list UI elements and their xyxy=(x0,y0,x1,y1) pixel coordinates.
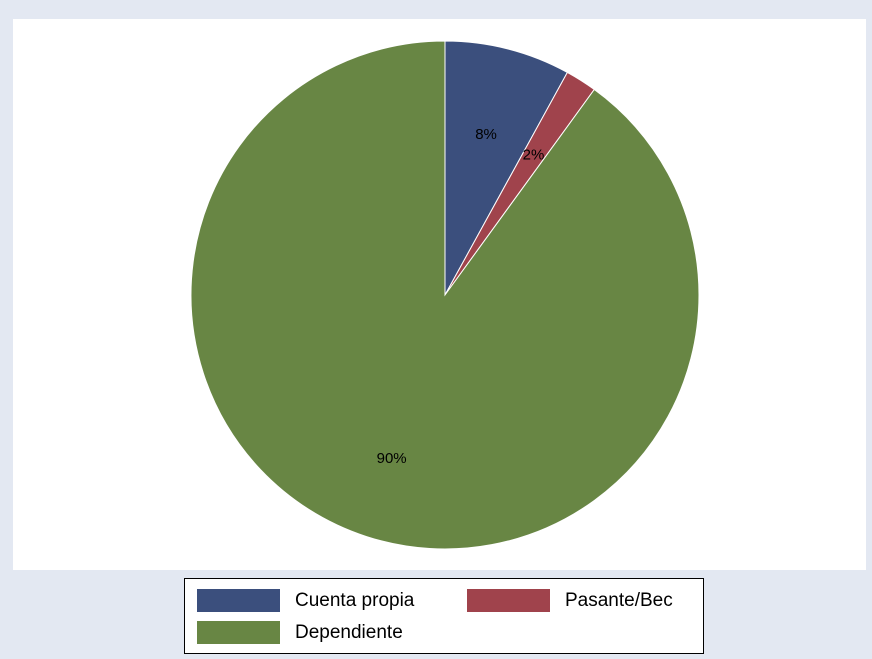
slice-label-dependiente: 90% xyxy=(377,450,407,467)
legend-swatch-cuenta-propia xyxy=(197,589,280,612)
plot-region: 8% 2% 90% xyxy=(13,19,866,570)
legend-label-dependiente: Dependiente xyxy=(295,621,403,643)
legend-swatch-dependiente xyxy=(197,621,280,644)
slice-label-cuenta-propia: 8% xyxy=(475,126,497,143)
pie-slice-dependiente xyxy=(190,40,700,550)
legend-item-cuenta-propia: Cuenta propia xyxy=(197,589,414,612)
pie-slice-cuenta-propia xyxy=(444,40,569,296)
legend-label-cuenta-propia: Cuenta propia xyxy=(295,589,415,611)
legend: Cuenta propia Pasante/Bec Dependiente xyxy=(184,578,704,654)
legend-swatch-pasante-bec xyxy=(467,589,550,612)
legend-item-pasante-bec: Pasante/Bec xyxy=(467,589,673,612)
legend-item-dependiente: Dependiente xyxy=(197,621,403,644)
legend-label-pasante-bec: Pasante/Bec xyxy=(565,589,673,611)
slice-label-pasante-bec: 2% xyxy=(523,147,545,164)
pie-chart: 8% 2% 90% xyxy=(190,40,700,550)
